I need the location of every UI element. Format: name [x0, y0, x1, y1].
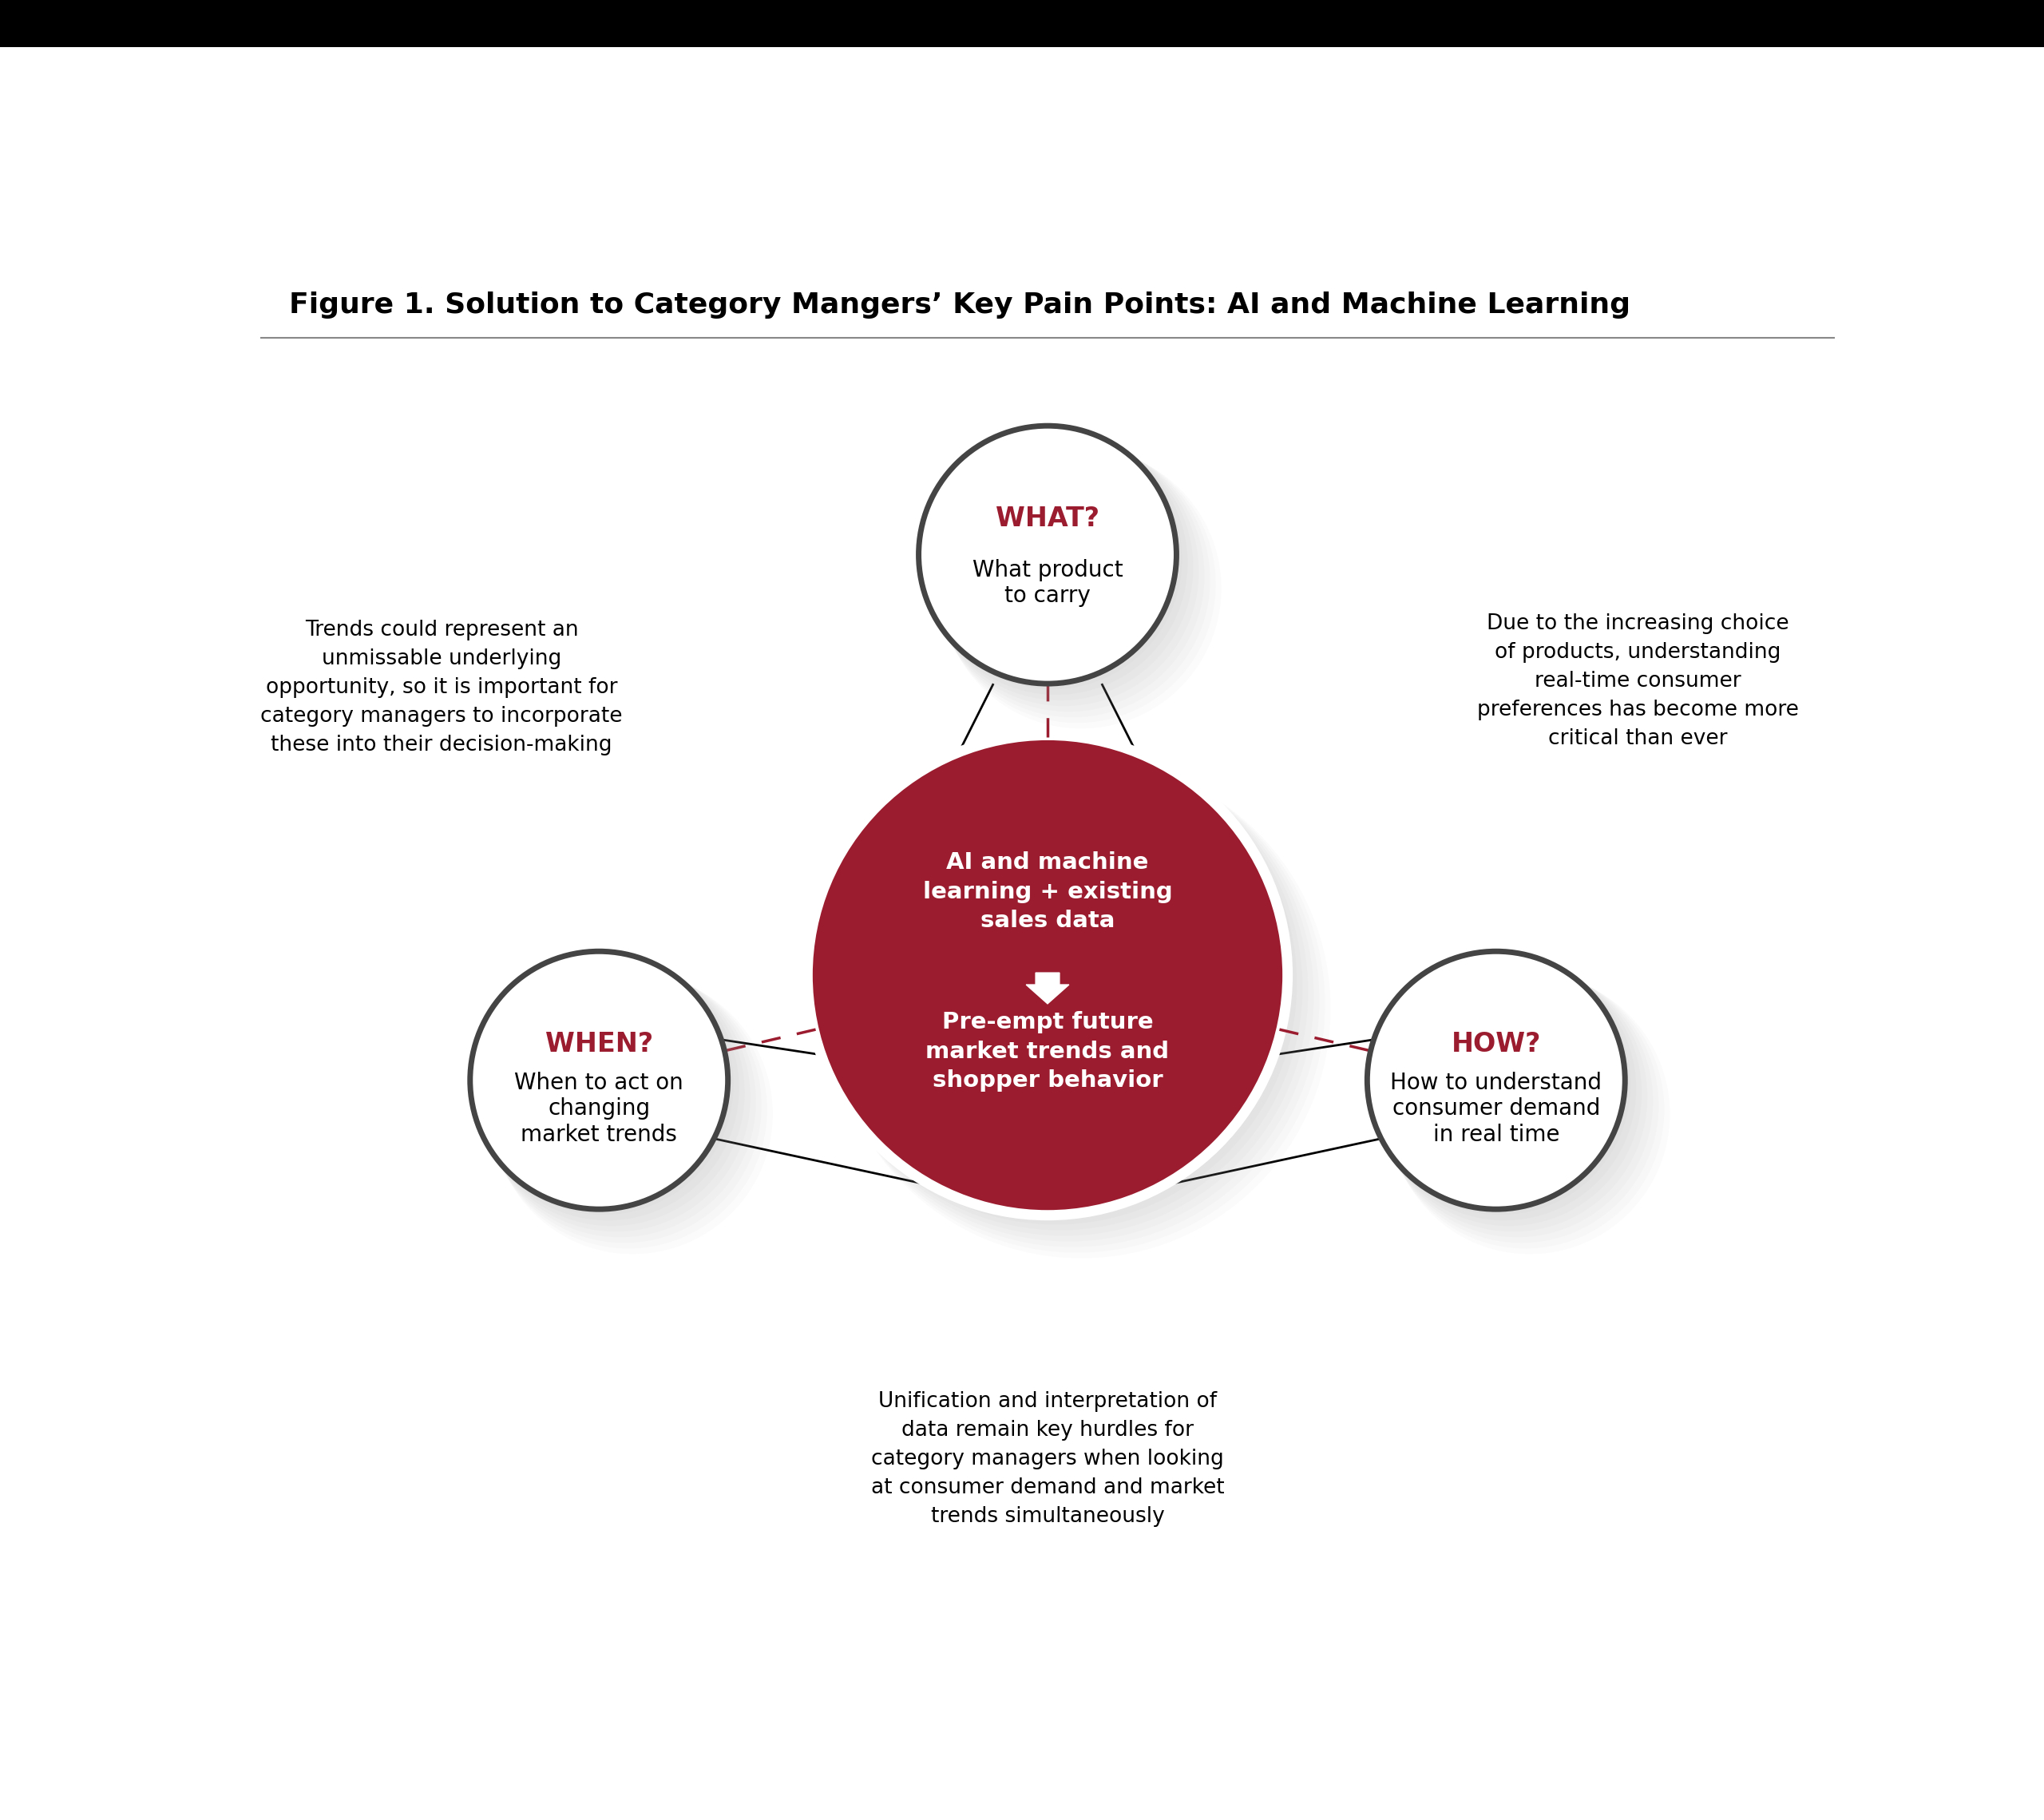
- Text: WHEN?: WHEN?: [546, 1030, 652, 1057]
- Text: Trends could represent an
unmissable underlying
opportunity, so it is important : Trends could represent an unmissable und…: [260, 621, 623, 755]
- Text: What product
to carry: What product to carry: [973, 559, 1122, 608]
- FancyArrow shape: [1026, 972, 1069, 1005]
- Circle shape: [809, 737, 1286, 1214]
- Text: When to act on
changing
market trends: When to act on changing market trends: [515, 1072, 683, 1145]
- Text: AI and machine
learning + existing
sales data: AI and machine learning + existing sales…: [922, 852, 1173, 932]
- Text: Due to the increasing choice
of products, understanding
real-time consumer
prefe: Due to the increasing choice of products…: [1478, 613, 1799, 748]
- Text: How to understand
consumer demand
in real time: How to understand consumer demand in rea…: [1390, 1072, 1602, 1145]
- Text: Figure 1. Solution to Category Mangers’ Key Pain Points: AI and Machine Learning: Figure 1. Solution to Category Mangers’ …: [288, 291, 1631, 318]
- Text: Pre-empt future
market trends and
shopper behavior: Pre-empt future market trends and shoppe…: [926, 1010, 1169, 1092]
- Circle shape: [470, 952, 728, 1208]
- Text: Unification and interpretation of
data remain key hurdles for
category managers : Unification and interpretation of data r…: [871, 1390, 1224, 1527]
- Circle shape: [1367, 952, 1625, 1208]
- Text: WHAT?: WHAT?: [995, 506, 1100, 531]
- Circle shape: [918, 426, 1177, 684]
- Text: HOW?: HOW?: [1451, 1030, 1541, 1057]
- Circle shape: [803, 730, 1292, 1221]
